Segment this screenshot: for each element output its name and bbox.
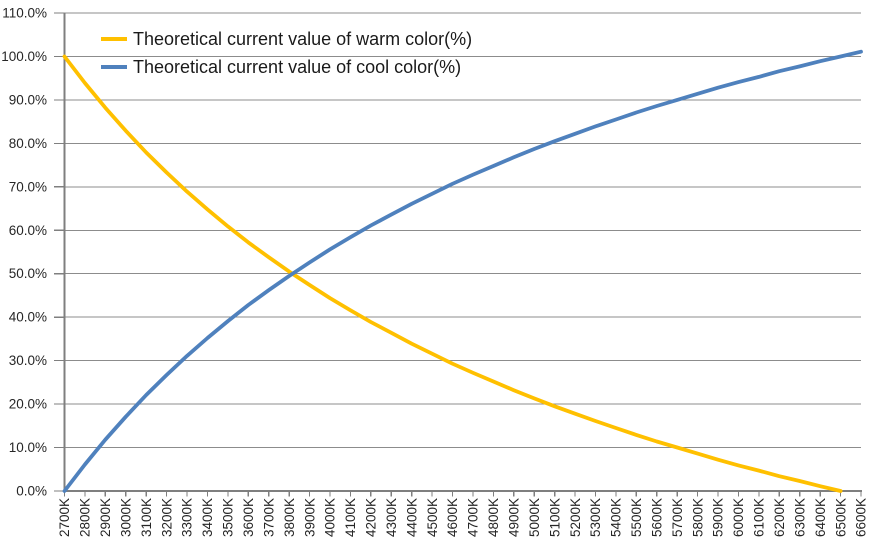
x-axis-tick-label: 5700K xyxy=(670,498,685,537)
x-axis-tick-label: 5800K xyxy=(690,498,705,537)
x-axis-tick-label: 6600K xyxy=(854,498,869,537)
x-axis-tick-label: 6300K xyxy=(792,498,807,537)
x-axis-tick-label: 3600K xyxy=(241,498,256,537)
x-axis-tick-label: 2900K xyxy=(98,498,113,537)
x-axis-tick-label: 5400K xyxy=(609,498,624,537)
x-axis-tick-label: 3800K xyxy=(282,498,297,537)
legend-swatch-warm-icon xyxy=(101,37,127,41)
x-axis-tick-label: 5200K xyxy=(568,498,583,537)
y-axis-tick-label: 20.0% xyxy=(9,397,47,412)
y-axis-tick-label: 110.0% xyxy=(2,6,47,21)
x-axis-tick-label: 4900K xyxy=(507,498,522,537)
gridlines xyxy=(64,12,861,449)
x-axis-labels: 2700K 2800K 2900K 3000K 3100K 3200K 3300K 3400K… xyxy=(57,498,869,537)
x-axis-tick-label: 6100K xyxy=(752,498,767,537)
x-axis-tick-label: 2700K xyxy=(57,498,72,537)
x-axis-tick-label: 4500K xyxy=(425,498,440,537)
x-axis-tick-label: 4200K xyxy=(364,498,379,537)
y-axis-tick-label: 100.0% xyxy=(1,49,47,64)
x-axis-tick-label: 4000K xyxy=(323,498,338,537)
x-axis-tick-label: 4700K xyxy=(466,498,481,537)
series-lines xyxy=(62,49,863,493)
x-axis-tick-label: 4100K xyxy=(343,498,358,537)
y-axis-tick-label: 10.0% xyxy=(9,440,47,455)
legend-item-cool-color[interactable]: Theoretical current value of cool color(… xyxy=(101,53,472,81)
x-axis-tick-label: 6000K xyxy=(731,498,746,537)
y-axis-tick-label: 90.0% xyxy=(9,92,47,107)
x-axis-tick-label: 6500K xyxy=(833,498,848,537)
y-axis-labels: 0.0% 10.0% 20.0% 30.0% 40.0% 50.0% 60.0% 70.0% 8… xyxy=(1,6,47,499)
x-axis-tick-label: 3200K xyxy=(159,498,174,537)
x-axis-tick-label: 5300K xyxy=(588,498,603,537)
x-axis-tick-label: 6200K xyxy=(772,498,787,537)
x-axis-tick-label: 4400K xyxy=(404,498,419,537)
y-axis-tick-label: 0.0% xyxy=(16,484,47,499)
series-line-warm[interactable] xyxy=(62,54,843,493)
x-axis-tick-label: 4600K xyxy=(445,498,460,537)
tick-marks xyxy=(54,12,862,497)
legend-label-cool: Theoretical current value of cool color(… xyxy=(133,57,462,77)
x-axis-tick-label: 3900K xyxy=(302,498,317,537)
series-line-cool[interactable] xyxy=(62,49,863,493)
x-axis-tick-label: 5000K xyxy=(527,498,542,537)
y-axis-tick-label: 40.0% xyxy=(9,310,47,325)
y-axis-tick-label: 50.0% xyxy=(9,266,47,281)
x-axis-tick-label: 4300K xyxy=(384,498,399,537)
x-axis-tick-label: 5600K xyxy=(649,498,664,537)
x-axis-tick-label: 3000K xyxy=(118,498,133,537)
x-axis-tick-label: 3100K xyxy=(139,498,154,537)
x-axis-tick-label: 5500K xyxy=(629,498,644,537)
chart-legend: Theoretical current value of warm color(… xyxy=(101,25,472,81)
y-axis-tick-label: 60.0% xyxy=(9,223,47,238)
y-axis-tick-label: 70.0% xyxy=(9,179,47,194)
x-axis-tick-label: 4800K xyxy=(486,498,501,537)
legend-item-warm-color[interactable]: Theoretical current value of warm color(… xyxy=(101,25,472,53)
x-axis-tick-label: 5900K xyxy=(711,498,726,537)
x-axis-tick-label: 5100K xyxy=(547,498,562,537)
legend-label-warm: Theoretical current value of warm color(… xyxy=(133,29,473,49)
legend-swatch-cool-icon xyxy=(101,65,127,69)
axes xyxy=(63,13,862,492)
x-axis-tick-label: 3400K xyxy=(200,498,215,537)
x-axis-tick-label: 3500K xyxy=(221,498,236,537)
y-axis-tick-label: 30.0% xyxy=(9,353,47,368)
y-axis-tick-label: 80.0% xyxy=(9,136,47,151)
x-axis-tick-label: 6400K xyxy=(813,498,828,537)
x-axis-tick-label: 3300K xyxy=(180,498,195,537)
x-axis-tick-label: 2800K xyxy=(78,498,93,537)
x-axis-tick-label: 3700K xyxy=(261,498,276,537)
